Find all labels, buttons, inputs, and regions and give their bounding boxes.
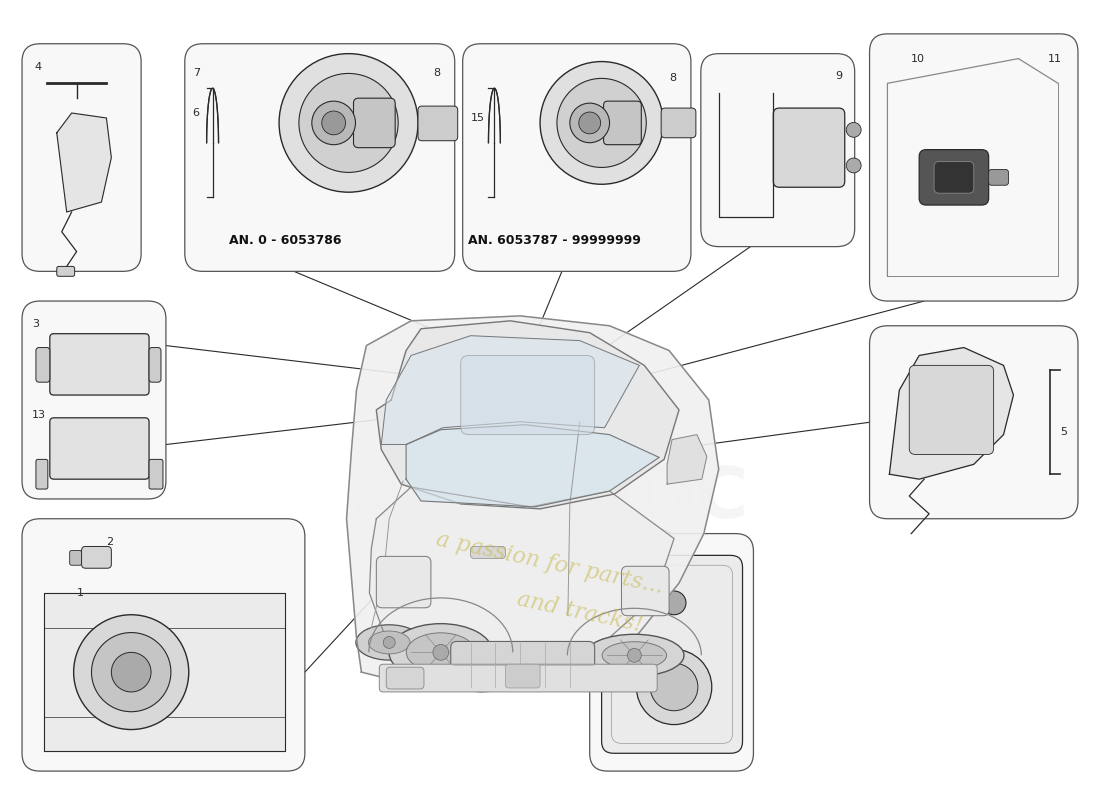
Ellipse shape bbox=[389, 624, 493, 681]
FancyBboxPatch shape bbox=[505, 664, 540, 688]
FancyBboxPatch shape bbox=[590, 534, 754, 771]
Ellipse shape bbox=[356, 625, 422, 660]
Circle shape bbox=[279, 54, 418, 192]
Text: 8: 8 bbox=[669, 74, 676, 83]
FancyBboxPatch shape bbox=[602, 555, 742, 754]
FancyBboxPatch shape bbox=[22, 301, 166, 499]
FancyBboxPatch shape bbox=[22, 518, 305, 771]
FancyBboxPatch shape bbox=[621, 566, 669, 616]
FancyBboxPatch shape bbox=[150, 459, 163, 489]
FancyBboxPatch shape bbox=[604, 101, 641, 145]
FancyBboxPatch shape bbox=[50, 418, 150, 479]
Text: and tracks!: and tracks! bbox=[515, 589, 645, 637]
Circle shape bbox=[321, 111, 345, 134]
Ellipse shape bbox=[368, 631, 410, 654]
FancyBboxPatch shape bbox=[418, 106, 458, 141]
FancyBboxPatch shape bbox=[69, 550, 81, 566]
FancyBboxPatch shape bbox=[934, 162, 974, 193]
Text: 11: 11 bbox=[1048, 54, 1063, 64]
Text: 8: 8 bbox=[433, 69, 440, 78]
Text: 2: 2 bbox=[107, 537, 113, 546]
FancyBboxPatch shape bbox=[386, 667, 424, 689]
Text: 9: 9 bbox=[835, 71, 842, 82]
Text: 15: 15 bbox=[471, 113, 485, 123]
Text: 3: 3 bbox=[32, 319, 39, 329]
Ellipse shape bbox=[585, 634, 684, 676]
Text: AN. 6053787 - 99999999: AN. 6053787 - 99999999 bbox=[468, 234, 640, 246]
Text: 6: 6 bbox=[192, 108, 200, 118]
Circle shape bbox=[433, 645, 449, 660]
FancyBboxPatch shape bbox=[461, 355, 595, 434]
Circle shape bbox=[579, 112, 601, 134]
Circle shape bbox=[299, 74, 398, 172]
FancyBboxPatch shape bbox=[910, 366, 993, 454]
FancyBboxPatch shape bbox=[471, 546, 505, 558]
Polygon shape bbox=[44, 593, 285, 751]
Circle shape bbox=[627, 648, 641, 662]
FancyBboxPatch shape bbox=[870, 34, 1078, 301]
Polygon shape bbox=[57, 113, 111, 212]
Text: 5: 5 bbox=[1060, 427, 1067, 437]
Circle shape bbox=[846, 158, 861, 173]
FancyBboxPatch shape bbox=[701, 54, 855, 246]
FancyBboxPatch shape bbox=[36, 459, 47, 489]
Text: 12: 12 bbox=[649, 551, 663, 562]
Text: 4: 4 bbox=[34, 62, 41, 71]
Circle shape bbox=[846, 122, 861, 138]
FancyBboxPatch shape bbox=[920, 150, 989, 205]
FancyBboxPatch shape bbox=[22, 44, 141, 271]
FancyBboxPatch shape bbox=[661, 108, 696, 138]
Text: 13: 13 bbox=[32, 410, 46, 420]
FancyBboxPatch shape bbox=[50, 334, 150, 395]
Text: AN. 0 - 6053786: AN. 0 - 6053786 bbox=[230, 234, 342, 246]
Text: AUTODOC: AUTODOC bbox=[351, 465, 749, 534]
Polygon shape bbox=[406, 425, 659, 507]
Circle shape bbox=[111, 652, 151, 692]
FancyBboxPatch shape bbox=[451, 642, 595, 689]
Text: a passion for parts...: a passion for parts... bbox=[434, 529, 666, 598]
Polygon shape bbox=[667, 434, 707, 484]
Text: 10: 10 bbox=[911, 54, 925, 64]
Circle shape bbox=[311, 101, 355, 145]
FancyBboxPatch shape bbox=[57, 266, 75, 276]
Polygon shape bbox=[890, 347, 1013, 479]
Circle shape bbox=[662, 591, 686, 614]
Text: 1: 1 bbox=[77, 588, 84, 598]
Polygon shape bbox=[346, 316, 718, 692]
Circle shape bbox=[570, 103, 609, 142]
Ellipse shape bbox=[406, 633, 475, 672]
FancyBboxPatch shape bbox=[150, 347, 161, 382]
FancyBboxPatch shape bbox=[773, 108, 845, 187]
Circle shape bbox=[383, 637, 395, 648]
Polygon shape bbox=[376, 321, 679, 509]
FancyBboxPatch shape bbox=[870, 326, 1078, 518]
Circle shape bbox=[74, 614, 189, 730]
FancyBboxPatch shape bbox=[379, 664, 657, 692]
FancyBboxPatch shape bbox=[376, 556, 431, 608]
Polygon shape bbox=[382, 336, 639, 445]
Circle shape bbox=[91, 633, 170, 712]
FancyBboxPatch shape bbox=[36, 347, 50, 382]
Circle shape bbox=[636, 650, 712, 725]
Circle shape bbox=[650, 663, 697, 710]
Polygon shape bbox=[370, 487, 674, 677]
FancyBboxPatch shape bbox=[81, 546, 111, 568]
Circle shape bbox=[557, 78, 647, 167]
FancyBboxPatch shape bbox=[353, 98, 395, 148]
Text: 7: 7 bbox=[192, 69, 200, 78]
FancyBboxPatch shape bbox=[185, 44, 454, 271]
Ellipse shape bbox=[602, 642, 667, 669]
FancyBboxPatch shape bbox=[463, 44, 691, 271]
Circle shape bbox=[540, 62, 663, 184]
FancyBboxPatch shape bbox=[989, 170, 1009, 186]
